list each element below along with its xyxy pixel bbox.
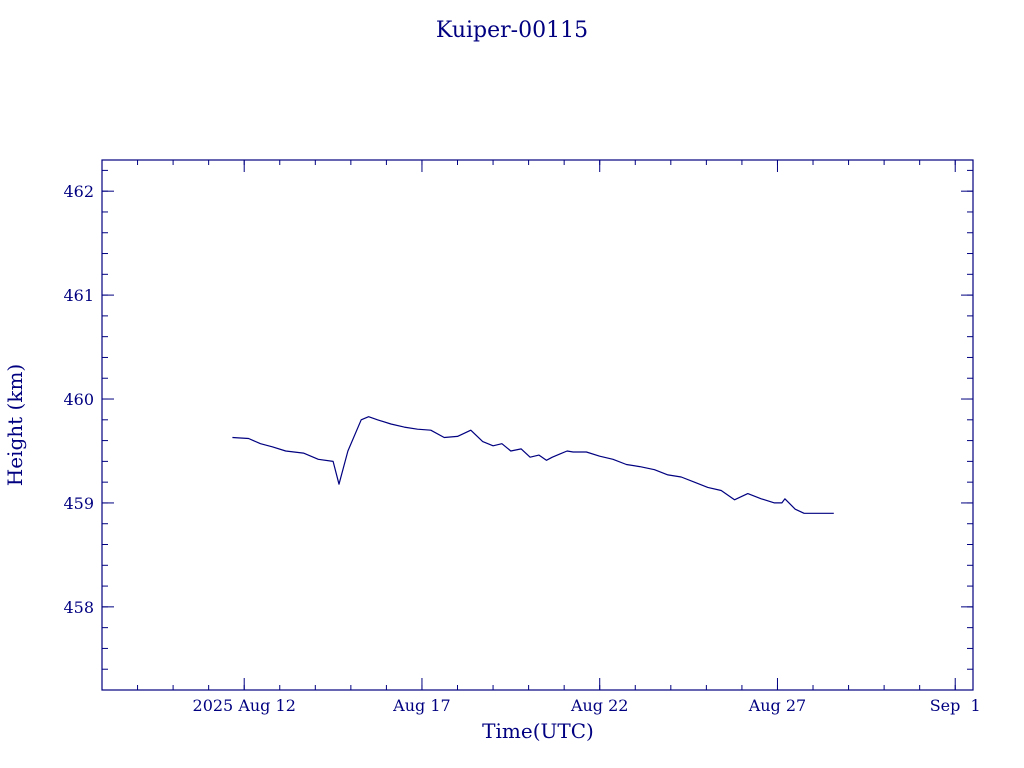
y-tick-label: 459 <box>63 494 94 513</box>
x-tick-label: Aug 27 <box>748 696 807 715</box>
x-tick-label: Sep 1 <box>930 696 981 715</box>
plot-frame <box>101 159 974 691</box>
x-axis: 2025 Aug 12 Aug 17 Aug 22 Aug 27 Sep 1 <box>101 160 981 715</box>
y-tick-label: 460 <box>63 390 94 409</box>
x-axis-label: Time(UTC) <box>482 719 594 743</box>
plot-border <box>101 159 974 691</box>
x-tick-label: Aug 22 <box>570 696 629 715</box>
y-axis: 458 459 460 461 462 <box>63 169 973 691</box>
y-tick-label: 462 <box>63 182 94 201</box>
series-area <box>232 416 834 514</box>
y-axis-label: Height (km) <box>3 364 27 486</box>
series-line <box>232 416 834 514</box>
y-tick-label: 461 <box>63 286 94 305</box>
x-tick-label: 2025 Aug 12 <box>193 696 296 715</box>
chart-title: Kuiper-00115 <box>436 18 588 43</box>
x-tick-label: Aug 17 <box>392 696 451 715</box>
y-tick-label: 458 <box>63 598 94 617</box>
